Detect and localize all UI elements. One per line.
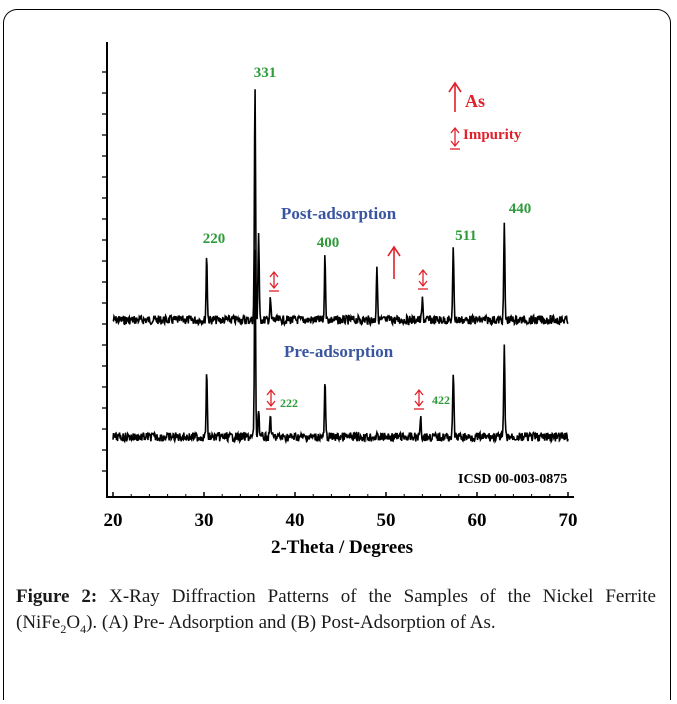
caption-label: Figure 2: [16, 586, 98, 607]
peak-label-331: 331 [254, 65, 277, 81]
peak-label-440: 440 [509, 201, 532, 217]
pre-adsorption-trace [112, 249, 569, 445]
reference-label: ICSD 00-003-0875 [458, 472, 567, 487]
x-tick-labels: 20 30 40 50 60 70 [104, 510, 578, 531]
x-tick-label: 50 [377, 510, 396, 531]
impurity-marker-icon [266, 388, 276, 410]
figure-frame [3, 9, 671, 700]
caption-text-c: ). (A) Pre- Adsorption and (B) Post-Adso… [86, 611, 496, 633]
legend-as: As [448, 81, 485, 112]
x-axis-ticks [112, 492, 569, 497]
peak-label-511: 511 [455, 228, 477, 244]
impurity-marker-icon [418, 268, 428, 290]
caption-sub-1: 2 [60, 621, 67, 636]
figure-caption: Figure 2: X-Ray Diffraction Patterns of … [16, 584, 656, 635]
x-tick-label: 60 [468, 510, 487, 531]
legend-impurity-label: Impurity [463, 127, 522, 143]
post-adsorption-trace [112, 89, 569, 328]
peak-label-222: 222 [280, 396, 298, 410]
x-axis-label: 2-Theta / Degrees [271, 537, 413, 558]
x-tick-label: 20 [104, 510, 123, 531]
peak-label-400: 400 [317, 235, 340, 251]
peak-label-220: 220 [203, 231, 226, 247]
legend-as-label: As [465, 91, 485, 111]
caption-text-a: X-Ray Diffraction Patterns of the Sample… [16, 586, 656, 633]
peak-label-422: 422 [432, 393, 450, 407]
impurity-marker-icon [269, 270, 279, 292]
x-tick-label: 70 [559, 510, 578, 531]
xrd-chart: 20 30 40 50 60 70 2-Theta / Degrees Post-adso… [102, 42, 578, 558]
up-arrow-icon [448, 81, 462, 112]
series-label-post: Post-adsorption [281, 204, 397, 223]
legend-impurity: Impurity [450, 126, 522, 150]
series-label-pre: Pre-adsorption [284, 342, 394, 361]
x-tick-label: 30 [195, 510, 214, 531]
as-peak-arrow-icon [387, 245, 401, 279]
caption-sub-2: 4 [80, 621, 87, 636]
double-arrow-icon [450, 126, 460, 150]
x-tick-label: 40 [286, 510, 305, 531]
caption-text-b: O [66, 611, 81, 633]
y-axis-ticks [102, 71, 107, 472]
impurity-marker-icon [414, 388, 424, 410]
